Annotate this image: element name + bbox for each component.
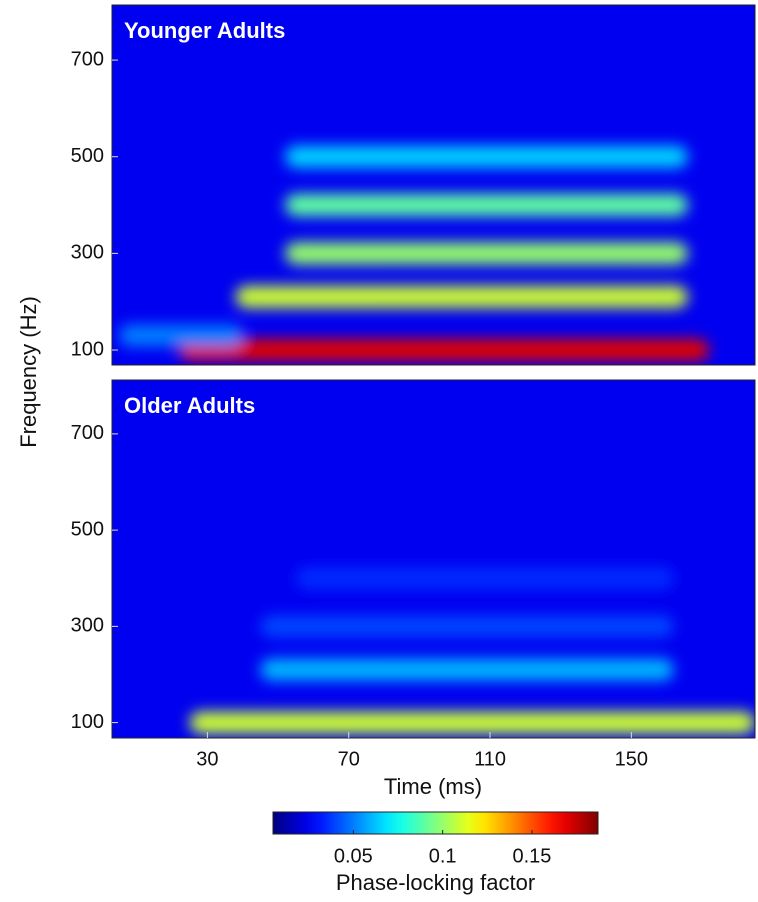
heatmap [112, 380, 755, 738]
colorbar-tick-label: 0.1 [429, 845, 457, 867]
y-tick-label: 700 [71, 422, 104, 444]
y-tick-label: 100 [71, 338, 104, 360]
bands [189, 567, 755, 734]
colorbar-tick-label: 0.15 [512, 845, 551, 867]
band [285, 145, 688, 168]
panel-title: Older Adults [124, 393, 255, 418]
y-axis-label: Frequency (Hz) [16, 296, 41, 448]
bands [119, 145, 710, 362]
panel-title: Younger Adults [124, 18, 285, 43]
panel-frame [111, 4, 756, 366]
x-tick-label: 30 [196, 748, 218, 770]
band [260, 615, 674, 638]
band [189, 711, 755, 734]
heatmap [112, 5, 755, 365]
band [235, 285, 688, 308]
y-tick-label: 500 [71, 518, 104, 540]
y-tick-label: 700 [71, 48, 104, 70]
y-tick-label: 500 [71, 145, 104, 167]
band [285, 242, 688, 265]
x-axis-label: Time (ms) [384, 774, 482, 799]
colorbar [272, 811, 599, 835]
band [119, 324, 243, 347]
y-tick-label: 300 [71, 615, 104, 637]
band [295, 567, 674, 590]
y-tick-label: 300 [71, 242, 104, 264]
x-tick-label: 150 [615, 748, 648, 770]
colorbar-tick-label: 0.05 [334, 845, 373, 867]
x-tick-label: 110 [474, 748, 506, 770]
band [260, 658, 674, 681]
y-tick-label: 100 [71, 711, 104, 733]
panel-frame [111, 379, 756, 739]
band [179, 339, 710, 362]
colorbar-label: Phase-locking factor [336, 870, 535, 895]
heatmap-background [112, 380, 755, 738]
band [285, 194, 688, 217]
x-tick-label: 70 [338, 748, 360, 770]
heatmap-background [112, 5, 755, 365]
